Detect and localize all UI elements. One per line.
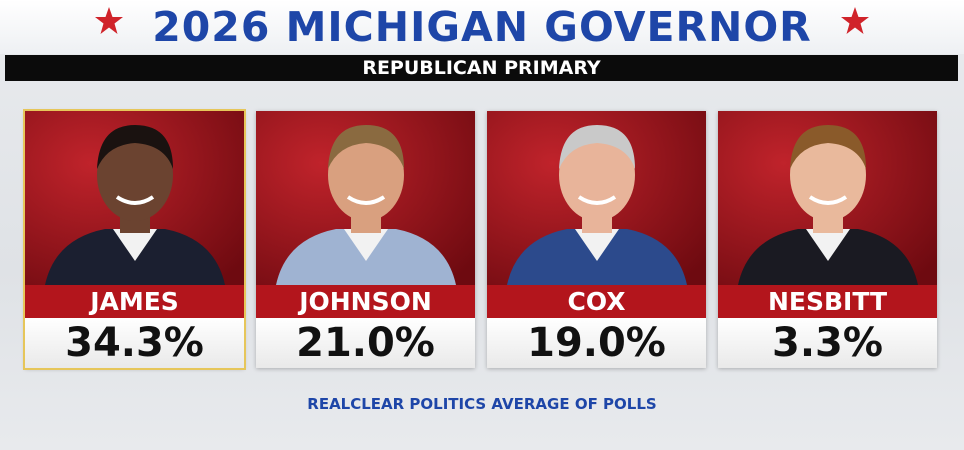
candidate-name: JOHNSON xyxy=(256,285,475,318)
subtitle: REPUBLICAN PRIMARY xyxy=(362,57,601,79)
candidate-card: JOHNSON 21.0% xyxy=(256,111,475,368)
candidate-photo xyxy=(487,111,706,285)
candidate-percent: 34.3% xyxy=(25,318,244,368)
subtitle-bar: REPUBLICAN PRIMARY xyxy=(5,55,958,81)
title: 2026 MICHIGAN GOVERNOR xyxy=(152,3,812,51)
candidate-name: COX xyxy=(487,285,706,318)
candidate-card: NESBITT 3.3% xyxy=(718,111,937,368)
star-icon xyxy=(95,7,123,34)
candidate-photo xyxy=(256,111,475,285)
candidate-card: COX 19.0% xyxy=(487,111,706,368)
candidate-name: JAMES xyxy=(25,285,244,318)
candidate-card: JAMES 34.3% xyxy=(23,109,246,370)
candidate-percent: 3.3% xyxy=(718,318,937,368)
candidate-percent: 19.0% xyxy=(487,318,706,368)
title-bar: 2026 MICHIGAN GOVERNOR xyxy=(0,0,964,54)
star-icon xyxy=(841,7,869,34)
candidate-name: NESBITT xyxy=(718,285,937,318)
candidate-photo xyxy=(25,111,244,285)
candidate-percent: 21.0% xyxy=(256,318,475,368)
source-note: REALCLEAR POLITICS AVERAGE OF POLLS xyxy=(307,395,657,413)
candidate-photo xyxy=(718,111,937,285)
